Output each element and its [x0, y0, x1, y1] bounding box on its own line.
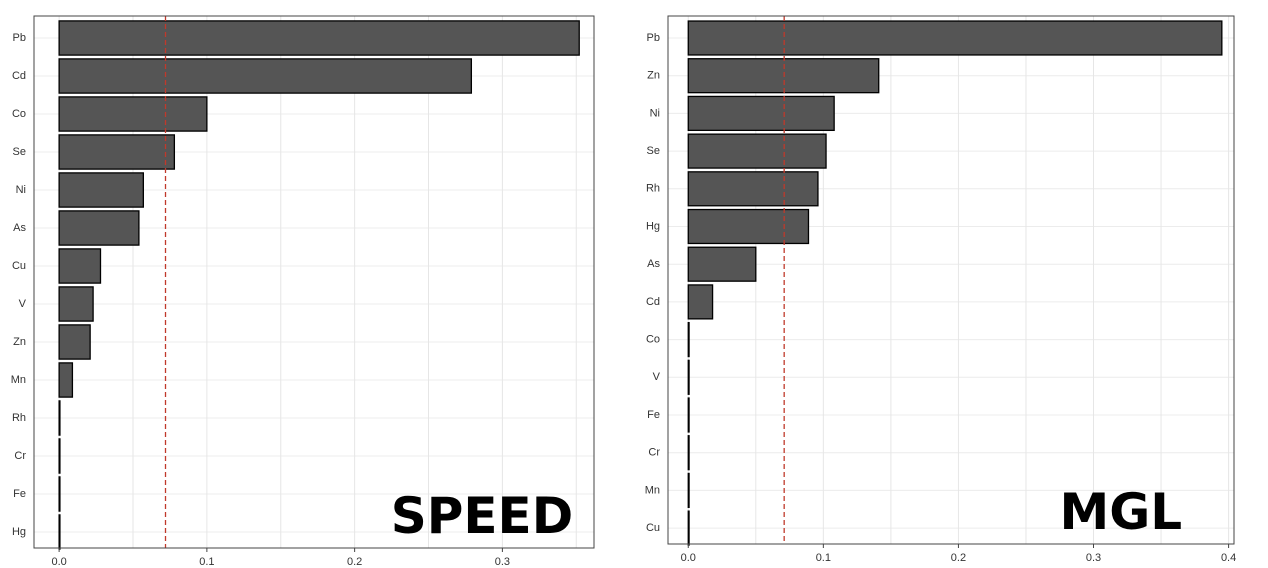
bar-se: [58, 134, 176, 170]
y-tick-label: As: [647, 258, 660, 270]
bar-rh: [58, 400, 61, 436]
x-tick-label: 0.4: [1221, 552, 1236, 564]
y-tick-label: Ni: [16, 184, 26, 196]
chart-overlay-label: MGL: [1059, 483, 1182, 541]
bar-v: [58, 286, 94, 322]
y-tick-label: Rh: [646, 183, 660, 195]
y-tick-label: Cu: [646, 522, 660, 534]
bar-pb: [687, 20, 1223, 56]
bar-mn: [687, 472, 690, 509]
y-tick-label: Ni: [650, 107, 660, 119]
bar-ni: [58, 172, 144, 208]
x-tick-label: 0.3: [1086, 552, 1101, 564]
bar-hg: [687, 208, 810, 245]
y-tick-label: As: [13, 222, 26, 234]
y-tick-label: Co: [12, 108, 26, 120]
y-tick-label: Se: [13, 146, 26, 158]
bar-zn: [687, 58, 880, 94]
bar-as: [687, 246, 757, 282]
panel-border: [667, 15, 1235, 545]
x-tick-label: 0.3: [495, 556, 510, 568]
y-tick-label: Zn: [647, 70, 660, 82]
panel-border: [33, 15, 595, 549]
speed-chart: Pb Cd Co Se Ni As Cu V Zn Mn Rh Cr Fe Hg 0.0 0.1 0.2 0.3 S…: [11, 15, 595, 568]
bar-hg: [58, 514, 61, 550]
bar-cd: [58, 58, 473, 94]
bar-as: [58, 210, 140, 246]
y-tick-label: Fe: [13, 488, 26, 500]
y-tick-label: Hg: [12, 526, 26, 538]
bar-cu: [687, 510, 690, 546]
y-tick-label: Rh: [12, 412, 26, 424]
bar-co: [687, 321, 690, 358]
x-tick-label: 0.2: [347, 556, 362, 568]
y-tick-label: Fe: [647, 409, 660, 421]
bar-cr: [58, 438, 61, 474]
y-tick-label: Cd: [12, 70, 26, 82]
y-tick-label: Mn: [645, 484, 660, 496]
y-tick-label: Pb: [647, 32, 660, 44]
bar-se: [687, 133, 827, 169]
y-tick-label: Cd: [646, 296, 660, 308]
mgl-chart: Pb Zn Ni Se Rh Hg As Cd Co V Fe Cr Mn Cu 0.0 0.1 0.2 0.3 0…: [645, 15, 1236, 564]
y-tick-label: Pb: [13, 32, 26, 44]
y-tick-label: Hg: [646, 220, 660, 232]
x-tick-label: 0.0: [681, 552, 696, 564]
x-tick-label: 0.1: [816, 552, 831, 564]
y-tick-label: Cu: [12, 260, 26, 272]
y-tick-label: Mn: [11, 374, 26, 386]
bar-zn: [58, 324, 91, 360]
bar-ni: [687, 95, 835, 132]
y-tick-label: Co: [646, 334, 660, 346]
bar-pb: [58, 20, 580, 56]
x-tick-label: 0.0: [51, 556, 66, 568]
bar-cd: [687, 284, 714, 320]
chart-overlay-label: SPEED: [391, 487, 573, 545]
y-tick-label: V: [653, 371, 661, 383]
y-tick-label: Zn: [13, 336, 26, 348]
bar-mn: [58, 362, 74, 398]
bar-cu: [58, 248, 102, 284]
x-tick-label: 0.1: [199, 556, 214, 568]
y-tick-label: V: [19, 298, 27, 310]
y-tick-label: Se: [647, 145, 660, 157]
bar-rh: [687, 171, 819, 207]
y-tick-label: Cr: [648, 447, 660, 459]
y-tick-label: Cr: [14, 450, 26, 462]
bar-fe: [58, 476, 61, 512]
bar-fe: [687, 397, 690, 433]
bar-v: [687, 359, 690, 395]
bar-co: [58, 96, 208, 132]
bar-cr: [687, 435, 690, 471]
x-tick-label: 0.2: [951, 552, 966, 564]
